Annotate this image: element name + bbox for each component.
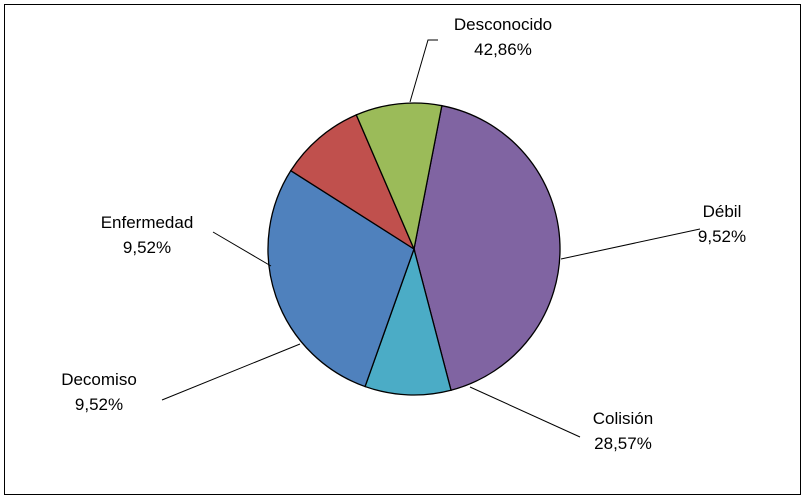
pie-slice-enfermedad bbox=[355, 102, 443, 252]
slice-percent-label-desconocido: 42,86% bbox=[474, 40, 532, 59]
pie-slices bbox=[267, 102, 561, 396]
slice-percent-label-colision: 28,57% bbox=[594, 434, 652, 453]
slice-percent-label-debil: 9,52% bbox=[698, 227, 746, 246]
slice-name-label-desconocido: Desconocido bbox=[454, 15, 552, 34]
slice-name-label-enfermedad: Enfermedad bbox=[101, 213, 194, 232]
slice-percent-label-decomiso: 9,52% bbox=[75, 395, 123, 414]
pie-slice-debil bbox=[364, 246, 452, 396]
slice-name-label-debil: Débil bbox=[703, 202, 742, 221]
slice-percent-label-enfermedad: 9,52% bbox=[123, 238, 171, 257]
leader-line-desconocido bbox=[409, 39, 438, 103]
leader-line-debil bbox=[560, 228, 701, 260]
pie-slice-desconocido bbox=[413, 104, 561, 392]
leader-line-colision bbox=[469, 386, 581, 438]
pie-slice-colision bbox=[267, 169, 415, 388]
slice-name-label-decomiso: Decomiso bbox=[61, 370, 137, 389]
leader-line-enfermedad bbox=[212, 231, 272, 267]
pie-slice-decomiso bbox=[289, 114, 416, 251]
leader-lines bbox=[161, 39, 701, 438]
data-labels: Desconocido 42,86% Débil 9,52% Colisión 28,57… bbox=[61, 15, 746, 453]
slice-name-label-colision: Colisión bbox=[593, 409, 653, 428]
leader-line-decomiso bbox=[161, 343, 301, 401]
